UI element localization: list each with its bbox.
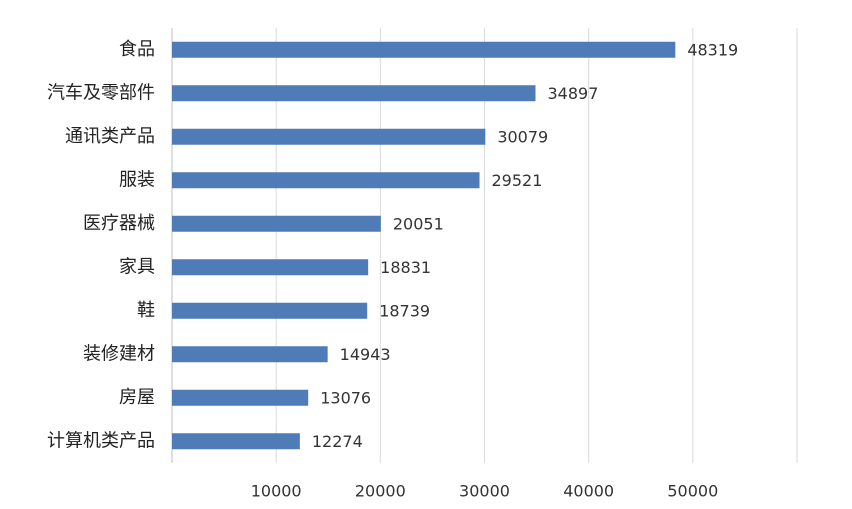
y-tick-label: 计算机类产品 bbox=[47, 430, 155, 451]
bar bbox=[172, 433, 300, 450]
value-label: 18739 bbox=[379, 301, 430, 320]
y-tick-label: 装修建材 bbox=[83, 343, 155, 364]
x-tick-label: 50000 bbox=[667, 482, 718, 501]
value-label: 34897 bbox=[548, 84, 599, 103]
value-label: 30079 bbox=[497, 127, 548, 146]
bar bbox=[172, 85, 536, 102]
y-tick-label: 服装 bbox=[119, 169, 155, 190]
y-tick-label: 通讯类产品 bbox=[65, 126, 155, 147]
y-tick-label: 家具 bbox=[119, 256, 155, 277]
value-label: 20051 bbox=[393, 214, 444, 233]
value-label: 14943 bbox=[340, 345, 391, 364]
x-tick-label: 20000 bbox=[355, 482, 406, 501]
y-tick-label: 鞋 bbox=[137, 300, 155, 321]
bar bbox=[172, 172, 480, 189]
value-label: 12274 bbox=[312, 432, 363, 451]
bar bbox=[172, 128, 486, 145]
x-tick-label: 30000 bbox=[459, 482, 510, 501]
x-tick-label: 10000 bbox=[251, 482, 302, 501]
y-tick-label: 食品 bbox=[119, 39, 155, 60]
value-label: 48319 bbox=[687, 40, 738, 59]
bar bbox=[172, 346, 328, 363]
value-label: 18831 bbox=[380, 258, 431, 277]
value-label: 13076 bbox=[320, 388, 371, 407]
y-tick-label: 房屋 bbox=[119, 387, 155, 408]
bar bbox=[172, 302, 368, 319]
y-tick-label: 汽车及零部件 bbox=[47, 82, 155, 103]
bar bbox=[172, 215, 381, 232]
bar bbox=[172, 259, 369, 276]
value-label: 29521 bbox=[492, 171, 543, 190]
x-tick-label: 40000 bbox=[563, 482, 614, 501]
bar bbox=[172, 389, 309, 406]
y-tick-label: 医疗器械 bbox=[83, 213, 155, 234]
bar bbox=[172, 41, 676, 58]
